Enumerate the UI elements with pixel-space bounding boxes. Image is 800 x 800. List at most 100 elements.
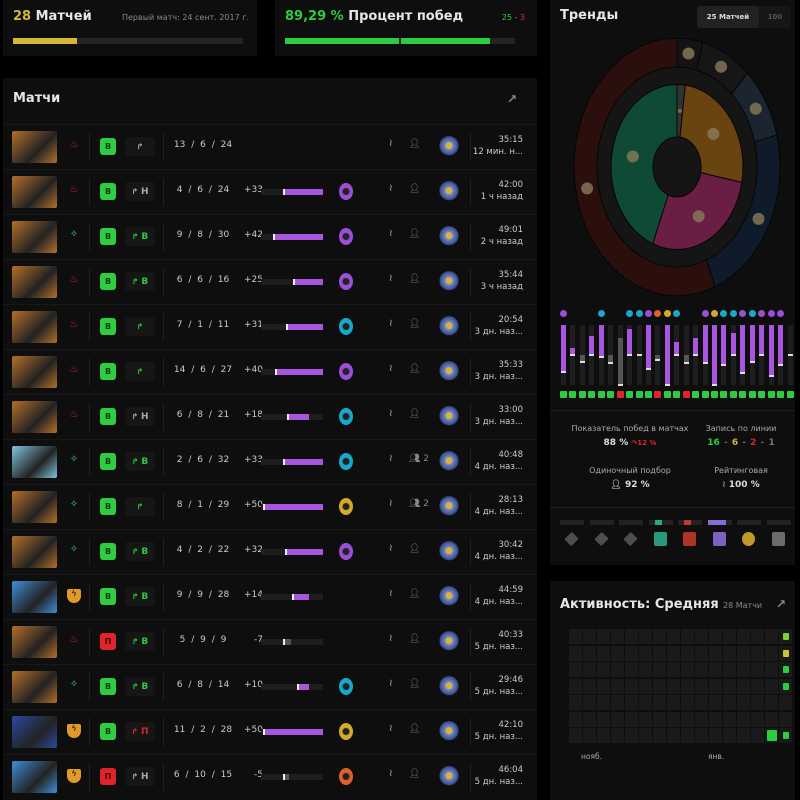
activity-expand-icon[interactable]: ↗	[776, 597, 787, 611]
match-row[interactable]: ♨ В ↱ Н 4 / 6 / 24 +33 ≀ 👤︎ 42:00 1 ч назад	[3, 169, 537, 213]
match-row[interactable]: ♨ В ↱ 14 / 6 / 27 +40 ≀ 👤︎ 35:33 3 дн. наз...	[3, 349, 537, 393]
activity-cell	[723, 678, 736, 694]
lane-outcome: ↱	[125, 497, 155, 516]
warlock-hero-portrait[interactable]	[12, 671, 57, 703]
rank-medal-icon	[339, 678, 353, 695]
crystal-maiden-hero-portrait[interactable]	[12, 446, 57, 478]
divider	[470, 673, 471, 701]
activity-cell	[695, 645, 708, 661]
warlock-hero-portrait[interactable]	[12, 401, 57, 433]
match-row[interactable]: ✧ В ↱ 8 / 1 / 29 +50 ≀ 👥︎ 2 28:13 4 дн. наз...	[3, 484, 537, 528]
divider	[163, 178, 164, 206]
lane-record-label: Запись по линии	[705, 424, 777, 433]
activity-cell	[583, 629, 596, 644]
bar-result	[578, 391, 586, 398]
warlock-hero-portrait[interactable]	[12, 491, 57, 523]
assists: 9	[220, 635, 227, 645]
warlock-hero-portrait[interactable]	[12, 626, 57, 658]
fire-hand-icon: ♨	[69, 319, 79, 330]
match-row[interactable]: ϟ В ↱ П 11 / 2 / 28 +50 ≀ 👤︎ 42:10 5 дн. наз...	[3, 709, 537, 753]
bar-track	[636, 325, 642, 385]
kda: 11 / 2 / 28	[173, 725, 233, 735]
result-badge: В	[100, 543, 116, 560]
duration: 28:13	[498, 495, 524, 505]
tab-25-matches[interactable]: 25 Матчей	[697, 6, 759, 28]
activity-cell	[625, 662, 638, 677]
month-label: нояб.	[581, 752, 603, 761]
activity-cell	[695, 629, 708, 644]
divider	[470, 403, 471, 431]
matches-title: Матчи	[13, 91, 61, 106]
warlock-hero-portrait[interactable]	[12, 221, 57, 253]
activity-cell	[583, 678, 596, 694]
match-row[interactable]: ϟ П ↱ Н 6 / 10 / 15 -5 ≀ 👤︎ 46:04 5 дн. наз...	[3, 754, 537, 798]
deaths: 8	[197, 680, 203, 690]
match-row[interactable]: ♨ В ↱ 13 / 6 / 24 ≀ 👤︎ 35:15 12 мин. н...	[3, 124, 537, 168]
kda: 6 / 8 / 14	[176, 680, 230, 690]
bar-marker	[664, 384, 670, 386]
time-ago: 5 дн. наз...	[474, 777, 523, 787]
bar-medal-icon	[597, 310, 605, 317]
activity-cell	[681, 629, 694, 644]
tab-100[interactable]: 100	[767, 13, 783, 21]
duration: 40:33	[498, 630, 524, 640]
activity-cell	[667, 695, 680, 710]
matches-summary-card: 28 Матчей Первый матч: 24 сент. 2017 г.	[3, 0, 257, 56]
activity-cell	[611, 728, 624, 743]
match-row[interactable]: ♨ В ↱ Н 6 / 8 / 21 +18 ≀ 👤︎ 33:00 3 дн. наз...	[3, 394, 537, 438]
bar-marker	[561, 370, 566, 373]
match-time: 28:13 4 дн. наз...	[475, 494, 523, 518]
warlock-hero-portrait[interactable]	[12, 536, 57, 568]
bar-result	[786, 391, 794, 398]
fire-hand-icon: ♨	[69, 274, 79, 285]
time-ago: 4 дн. наз...	[474, 597, 523, 607]
divider	[550, 507, 795, 508]
activity-cell	[681, 695, 694, 710]
role-segment-sparkle-hand[interactable]	[610, 83, 678, 245]
activity-cell	[709, 728, 722, 743]
match-row[interactable]: ♨ П ↱ В 5 / 9 / 9 -7 ≀ 👤︎ 40:33 5 дн. наз...	[3, 619, 537, 663]
kills: 2	[176, 455, 183, 465]
vengeful-spirit-hero-portrait[interactable]	[12, 716, 57, 748]
activity-cell	[597, 711, 610, 727]
warlock-hero-portrait[interactable]	[12, 311, 57, 343]
warlock-hero-portrait[interactable]	[12, 356, 57, 388]
activity-cell	[765, 695, 778, 710]
bar-track	[627, 325, 633, 385]
warlock-hero-portrait[interactable]	[12, 176, 57, 208]
ranked-mode-icon: ≀	[389, 453, 393, 464]
hero-segment-warlock-hero[interactable]	[573, 37, 716, 297]
solo-icon: 👤︎	[409, 589, 421, 599]
kills: 6	[176, 275, 183, 285]
divider	[163, 583, 164, 611]
match-row[interactable]: ♨ В ↱ 7 / 1 / 11 +31 ≀ 👤︎ 20:54 3 дн. наз...	[3, 304, 537, 348]
matches-label: Матчей	[35, 9, 92, 24]
bar-medal-icon	[644, 310, 652, 317]
bar-result	[777, 391, 785, 398]
bar-marker	[589, 354, 595, 356]
activity-cell	[723, 662, 736, 677]
season-rank-icon	[439, 629, 459, 655]
solo-icon: 👤︎	[409, 184, 421, 194]
divider	[89, 178, 90, 206]
warlock-hero-portrait[interactable]	[12, 266, 57, 298]
divider	[470, 358, 471, 386]
delta-fill	[272, 234, 323, 240]
activity-cell	[597, 678, 610, 694]
bar-marker	[712, 384, 718, 386]
zeus-hero-portrait[interactable]	[12, 581, 57, 613]
divider	[89, 763, 90, 791]
bar-result	[711, 391, 719, 398]
duration: 30:42	[498, 540, 524, 550]
delta-fill	[287, 414, 309, 420]
lane-icon: ↱	[131, 682, 142, 691]
warlock-hero-portrait[interactable]	[12, 131, 57, 163]
zeus-hero-portrait[interactable]	[12, 761, 57, 793]
expand-arrow-icon[interactable]: ↗	[507, 92, 518, 106]
